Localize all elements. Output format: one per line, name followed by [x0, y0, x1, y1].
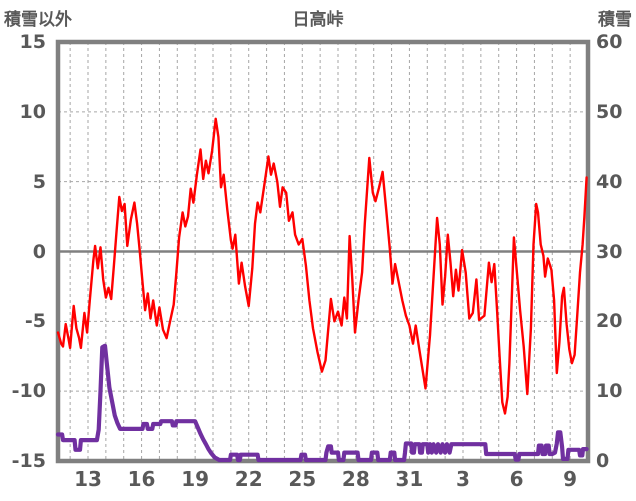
y-right-tick-label: 10 — [596, 380, 623, 403]
x-tick-label: 16 — [127, 467, 156, 491]
x-tick-label: 13 — [74, 467, 102, 491]
chart-title: 日高峠 — [292, 10, 344, 30]
y-left-tick-label: -15 — [11, 450, 46, 472]
y-left-tick-label: 5 — [32, 170, 46, 193]
y-left-tick-label: 10 — [19, 100, 46, 123]
x-tick-label: 22 — [234, 467, 263, 491]
series-line-0 — [56, 117, 588, 415]
y-right-tick-label: 0 — [596, 450, 610, 472]
x-tick-label: 3 — [456, 467, 470, 491]
y-left-tick-label: -10 — [11, 380, 46, 403]
left-axis-title: 積雪以外 — [4, 10, 72, 30]
x-tick-label: 19 — [181, 467, 210, 491]
y-right-tick-label: 60 — [596, 31, 623, 53]
y-right-tick-label: 50 — [596, 100, 623, 123]
y-left-tick-label: -5 — [24, 310, 46, 333]
right-axis-title: 積雪 — [598, 10, 632, 30]
x-tick-label: 31 — [395, 467, 424, 491]
x-tick-label: 6 — [509, 467, 524, 491]
y-right-tick-label: 40 — [596, 170, 623, 193]
x-tick-label: 28 — [341, 467, 370, 491]
y-left-tick-label: 15 — [19, 31, 46, 53]
x-tick-label: 9 — [563, 467, 578, 491]
y-right-tick-label: 30 — [596, 240, 623, 263]
x-tick-label: 25 — [288, 467, 317, 491]
y-left-tick-label: 0 — [32, 240, 46, 263]
y-right-tick-label: 20 — [596, 310, 623, 333]
series-line-1 — [55, 343, 589, 463]
